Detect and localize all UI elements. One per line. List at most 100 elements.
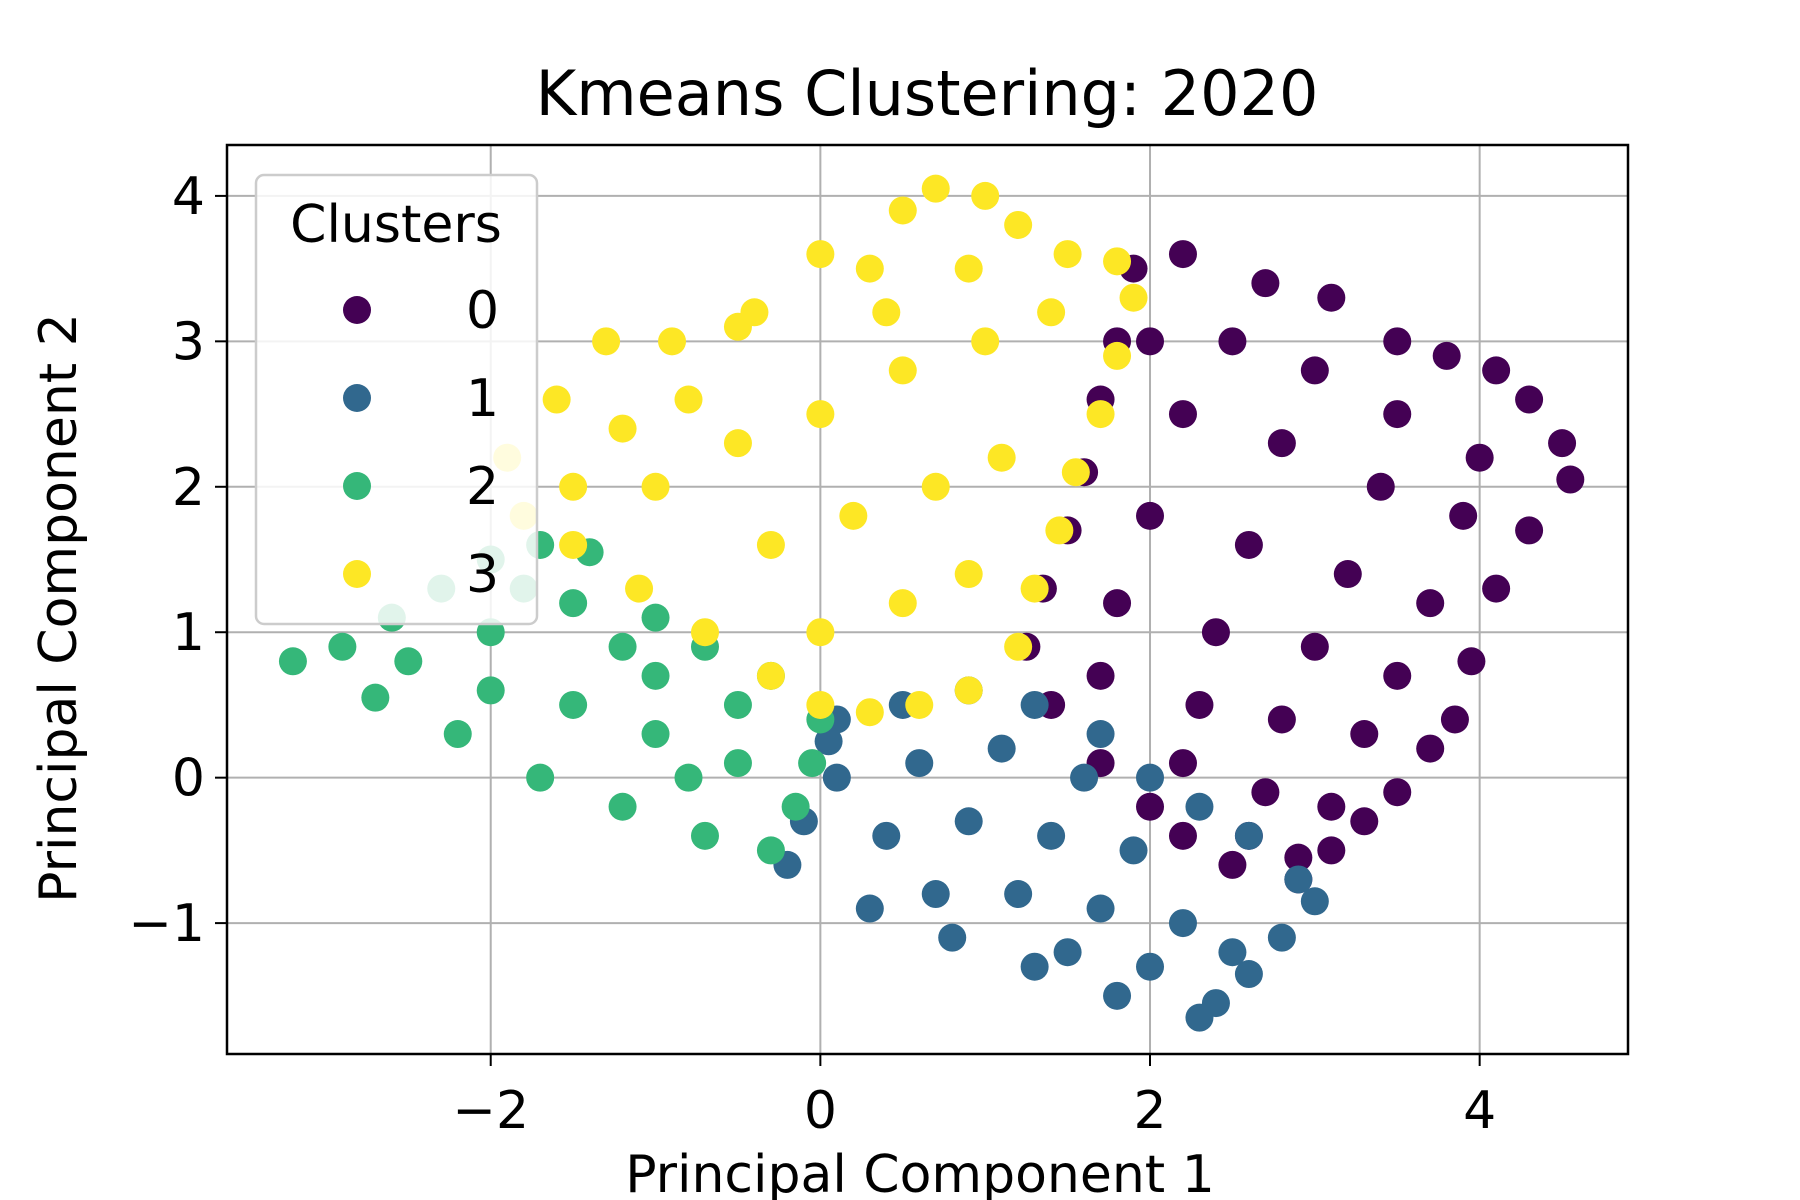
- scatter-point: [814, 727, 843, 756]
- scatter-point: [1317, 283, 1346, 312]
- ticks: −2 0 2 4 −1 0 1 2 3 4: [128, 167, 1496, 1141]
- scatter-point: [1457, 647, 1486, 676]
- y-tick-label: 4: [172, 167, 205, 227]
- scatter-point: [756, 530, 785, 559]
- scatter-point: [1548, 429, 1577, 458]
- scatter-point: [1053, 938, 1082, 967]
- legend-title: Clusters: [290, 195, 502, 255]
- chart-title: Kmeans Clustering: 2020: [536, 57, 1319, 130]
- scatter-point: [1185, 1003, 1214, 1032]
- scatter-point: [1020, 574, 1049, 603]
- scatter-point: [1103, 589, 1132, 618]
- scatter-point: [559, 690, 588, 719]
- scatter-point: [921, 880, 950, 909]
- scatter-point: [361, 683, 390, 712]
- scatter-point: [394, 647, 423, 676]
- scatter-point: [756, 661, 785, 690]
- scatter-point: [278, 647, 307, 676]
- scatter-point: [641, 603, 670, 632]
- scatter-point: [608, 632, 637, 661]
- scatter-point: [1350, 807, 1379, 836]
- scatter-point: [1004, 632, 1033, 661]
- data-points: [278, 174, 1585, 1032]
- legend-marker: [343, 472, 371, 500]
- scatter-point: [641, 720, 670, 749]
- scatter-point: [1037, 298, 1066, 327]
- scatter-point: [756, 836, 785, 865]
- x-tick-label: 0: [804, 1081, 837, 1141]
- scatter-point: [1086, 720, 1115, 749]
- scatter-point: [559, 589, 588, 618]
- scatter-point: [971, 327, 1000, 356]
- scatter-point: [1004, 210, 1033, 239]
- scatter-point: [872, 821, 901, 850]
- scatter-point: [1061, 458, 1090, 487]
- scatter-point: [888, 356, 917, 385]
- scatter-point: [1086, 661, 1115, 690]
- scatter-point: [658, 327, 687, 356]
- scatter-point: [1168, 240, 1197, 269]
- scatter-point: [954, 254, 983, 283]
- scatter-point: [1333, 560, 1362, 589]
- legend-label: 1: [466, 369, 499, 429]
- scatter-point: [1004, 880, 1033, 909]
- y-tick-label: 1: [172, 603, 205, 663]
- scatter-point: [839, 501, 868, 530]
- scatter-point: [1317, 836, 1346, 865]
- scatter-point: [806, 618, 835, 647]
- scatter-point: [592, 327, 621, 356]
- scatter-point: [1218, 938, 1247, 967]
- scatter-point: [1416, 589, 1445, 618]
- scatter-point: [1251, 269, 1280, 298]
- scatter-point: [888, 196, 917, 225]
- scatter-point: [1267, 429, 1296, 458]
- scatter-point: [1556, 465, 1585, 494]
- scatter-point: [641, 472, 670, 501]
- scatter-point: [1218, 850, 1247, 879]
- legend-marker: [343, 296, 371, 324]
- scatter-point: [1366, 472, 1395, 501]
- scatter-point: [1136, 792, 1165, 821]
- scatter-point: [1284, 843, 1313, 872]
- scatter-point: [1465, 443, 1494, 472]
- scatter-point: [954, 560, 983, 589]
- scatter-point: [987, 734, 1016, 763]
- scatter-point: [526, 763, 555, 792]
- scatter-point: [608, 792, 637, 821]
- scatter-point: [1168, 400, 1197, 429]
- scatter-point: [674, 385, 703, 414]
- scatter-point: [723, 749, 752, 778]
- scatter-point: [806, 240, 835, 269]
- scatter-point: [905, 749, 934, 778]
- scatter-point: [723, 429, 752, 458]
- scatter-point: [1300, 356, 1329, 385]
- scatter-point: [328, 632, 357, 661]
- scatter-point: [781, 792, 810, 821]
- scatter-point: [1350, 720, 1379, 749]
- scatter-point: [954, 676, 983, 705]
- scatter-point: [1284, 865, 1313, 894]
- y-tick-label: 0: [172, 749, 205, 809]
- scatter-point: [1300, 887, 1329, 916]
- scatter-point: [1234, 821, 1263, 850]
- scatter-point: [1383, 400, 1412, 429]
- scatter-point: [1103, 981, 1132, 1010]
- scatter-point: [443, 720, 472, 749]
- scatter-point: [1037, 821, 1066, 850]
- scatter-point: [608, 414, 637, 443]
- scatter-point: [1086, 894, 1115, 923]
- scatter-point: [1383, 327, 1412, 356]
- scatter-point: [1136, 952, 1165, 981]
- scatter-point: [1136, 327, 1165, 356]
- y-tick-label: 2: [172, 458, 205, 518]
- scatter-point: [1103, 341, 1132, 370]
- legend-marker: [343, 560, 371, 588]
- scatter-point: [1020, 952, 1049, 981]
- x-tick-label: 2: [1133, 1081, 1166, 1141]
- legend-label: 0: [466, 281, 499, 341]
- scatter-point: [1119, 836, 1148, 865]
- scatter-point: [888, 589, 917, 618]
- scatter-point: [938, 923, 967, 952]
- scatter-point: [954, 807, 983, 836]
- legend-label: 3: [466, 545, 499, 605]
